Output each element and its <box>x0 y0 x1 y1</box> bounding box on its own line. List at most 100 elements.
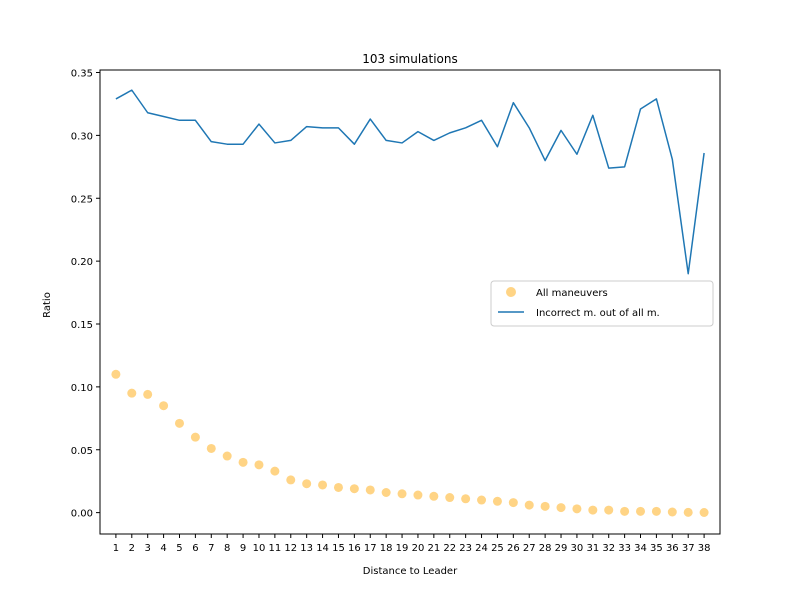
x-tick-label: 27 <box>523 543 536 554</box>
x-tick-label: 25 <box>491 543 504 554</box>
scatter-point-all-maneuvers <box>159 401 169 411</box>
scatter-point-all-maneuvers <box>445 493 455 503</box>
legend-box <box>490 280 714 327</box>
chart-title: 103 simulations <box>362 52 458 66</box>
x-tick-label: 31 <box>586 543 599 554</box>
x-tick-label: 30 <box>571 543 584 554</box>
scatter-point-all-maneuvers <box>349 484 359 494</box>
scatter-point-all-maneuvers <box>111 369 121 379</box>
plot-frame <box>99 69 721 535</box>
x-tick-label: 37 <box>682 543 695 554</box>
scatter-point-all-maneuvers <box>477 495 487 505</box>
x-axis: 1 2 3 4 5 6 7 8 9 10 11 12 13 14 15 16 17 18 19 20 21 22 23 24 2… <box>113 534 711 554</box>
scatter-point-all-maneuvers <box>508 498 518 508</box>
x-tick-label: 15 <box>332 543 345 554</box>
x-tick-label: 10 <box>253 543 266 554</box>
scatter-point-all-maneuvers <box>174 418 184 428</box>
x-tick-label: 19 <box>396 543 409 554</box>
scatter-point-all-maneuvers <box>143 389 153 399</box>
x-axis-label: Distance to Leader <box>363 566 458 577</box>
scatter-point-all-maneuvers <box>254 460 264 470</box>
scatter-point-all-maneuvers <box>318 480 328 490</box>
x-tick-label: 36 <box>666 543 679 554</box>
legend-label-incorrect: Incorrect m. out of all m. <box>536 308 660 319</box>
scatter-point-all-maneuvers <box>636 506 646 516</box>
x-tick-label: 7 <box>208 543 214 554</box>
plot-area <box>99 69 721 535</box>
scatter-point-all-maneuvers <box>429 491 439 501</box>
scatter-point-all-maneuvers <box>127 388 137 398</box>
scatter-point-all-maneuvers <box>461 494 471 504</box>
x-tick-label: 21 <box>427 543 440 554</box>
scatter-point-all-maneuvers <box>651 506 661 516</box>
x-tick-label: 22 <box>443 543 456 554</box>
y-tick-label: 0.20 <box>71 257 93 268</box>
x-tick-label: 5 <box>176 543 182 554</box>
x-tick-label: 26 <box>507 543 520 554</box>
legend-marker-all-maneuvers <box>506 287 516 297</box>
scatter-point-all-maneuvers <box>604 505 614 515</box>
x-tick-label: 3 <box>145 543 151 554</box>
x-tick-label: 32 <box>602 543 615 554</box>
line-series-layer <box>115 89 705 275</box>
scatter-point-all-maneuvers <box>683 507 693 517</box>
x-tick-label: 34 <box>634 543 647 554</box>
scatter-point-all-maneuvers <box>302 479 312 489</box>
x-tick-label: 28 <box>539 543 552 554</box>
y-tick-label: 0.30 <box>71 131 93 142</box>
x-tick-label: 18 <box>380 543 393 554</box>
scatter-point-all-maneuvers <box>365 485 375 495</box>
scatter-series-layer <box>111 369 709 517</box>
x-tick-label: 12 <box>284 543 297 554</box>
x-tick-label: 6 <box>192 543 198 554</box>
legend: All maneuvers Incorrect m. out of all m. <box>490 280 714 327</box>
scatter-point-all-maneuvers <box>397 489 407 499</box>
y-tick-label: 0.05 <box>71 446 93 457</box>
scatter-point-all-maneuvers <box>620 506 630 516</box>
scatter-point-all-maneuvers <box>286 475 296 485</box>
x-tick-label: 1 <box>113 543 119 554</box>
scatter-point-all-maneuvers <box>588 505 598 515</box>
legend-label-all-maneuvers: All maneuvers <box>536 288 608 299</box>
y-tick-label: 0.10 <box>71 383 93 394</box>
scatter-point-all-maneuvers <box>381 488 391 498</box>
x-tick-label: 14 <box>316 543 329 554</box>
x-tick-label: 23 <box>459 543 472 554</box>
y-tick-label: 0.00 <box>71 509 93 520</box>
scatter-point-all-maneuvers <box>333 482 343 492</box>
x-tick-label: 8 <box>224 543 230 554</box>
x-tick-label: 35 <box>650 543 663 554</box>
scatter-point-all-maneuvers <box>222 451 232 461</box>
scatter-point-all-maneuvers <box>699 507 709 517</box>
scatter-point-all-maneuvers <box>413 490 423 500</box>
y-axis: 0.00 0.05 0.10 0.15 0.20 0.25 0.30 0.35 <box>71 69 100 520</box>
scatter-point-all-maneuvers <box>667 507 677 517</box>
scatter-point-all-maneuvers <box>572 504 582 514</box>
x-tick-label: 9 <box>240 543 246 554</box>
scatter-point-all-maneuvers <box>190 432 200 442</box>
scatter-point-all-maneuvers <box>206 443 216 453</box>
scatter-point-all-maneuvers <box>492 496 502 506</box>
scatter-point-all-maneuvers <box>540 501 550 511</box>
scatter-point-all-maneuvers <box>238 457 248 467</box>
scatter-point-all-maneuvers <box>524 500 534 510</box>
y-axis-label: Ratio <box>42 292 53 318</box>
x-tick-label: 16 <box>348 543 361 554</box>
x-tick-label: 24 <box>475 543 488 554</box>
x-tick-label: 13 <box>300 543 313 554</box>
x-tick-label: 29 <box>555 543 568 554</box>
x-tick-label: 38 <box>698 543 711 554</box>
x-tick-label: 2 <box>129 543 135 554</box>
y-tick-label: 0.35 <box>71 69 93 80</box>
x-tick-label: 11 <box>269 543 282 554</box>
x-tick-label: 17 <box>364 543 377 554</box>
x-tick-label: 33 <box>618 543 631 554</box>
x-tick-label: 20 <box>412 543 425 554</box>
y-tick-label: 0.15 <box>71 320 93 331</box>
y-tick-label: 0.25 <box>71 194 93 205</box>
scatter-point-all-maneuvers <box>556 503 566 513</box>
scatter-point-all-maneuvers <box>270 466 280 476</box>
series-line-incorrect-ratio <box>115 89 705 275</box>
